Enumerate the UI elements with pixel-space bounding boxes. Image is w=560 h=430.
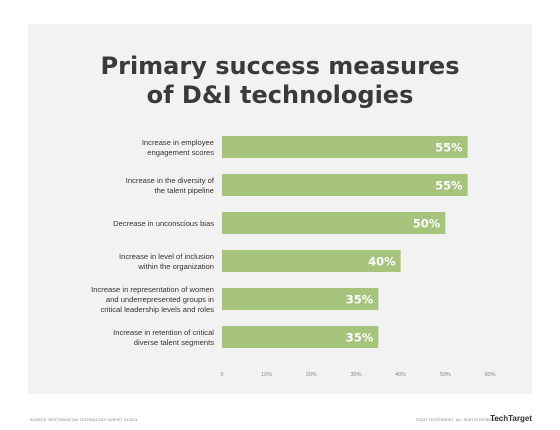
brand-logo: TechTarget <box>490 414 532 423</box>
bar-value-label: 50% <box>413 217 441 231</box>
x-tick-label: 20% <box>306 372 317 378</box>
bar <box>222 136 468 158</box>
source-note: SOURCE: RESTORING D&I TECHNOLOGY SURVEY … <box>30 418 138 422</box>
category-label: Decrease in unconscious bias <box>113 219 214 228</box>
chart-title-line-2: of D&I technologies <box>146 81 414 109</box>
bar <box>222 174 468 196</box>
bar-value-label: 35% <box>346 331 374 345</box>
x-tick-label: 10% <box>261 372 272 378</box>
bar <box>222 212 446 234</box>
x-tick-label: 40% <box>395 372 406 378</box>
category-label: Increase in employee engagement scores <box>142 138 214 157</box>
copyright-note: ©2022 TECHTARGET. ALL RIGHTS RESERVED <box>416 418 500 422</box>
bar-value-label: 40% <box>368 255 396 269</box>
x-tick-label: 0 <box>220 372 223 378</box>
x-tick-label: 30% <box>350 372 361 378</box>
bar-value-label: 35% <box>346 293 374 307</box>
bar <box>222 288 379 310</box>
category-label: Increase in representation of women and u… <box>91 285 214 314</box>
x-tick-label: 50% <box>440 372 451 378</box>
bar-value-label: 55% <box>435 141 463 155</box>
x-tick-label: 60% <box>484 372 495 378</box>
category-label: Increase in level of inclusion within the… <box>119 252 214 271</box>
bar-value-label: 55% <box>435 179 463 193</box>
category-label: Increase in retention of critical diverse… <box>113 328 214 347</box>
chart-title: Primary success measures of D&I technolo… <box>0 52 560 110</box>
bar <box>222 250 401 272</box>
bar <box>222 326 379 348</box>
chart-title-line-1: Primary success measures <box>100 52 460 80</box>
category-label: Increase in the diversity of the talent p… <box>126 176 215 195</box>
